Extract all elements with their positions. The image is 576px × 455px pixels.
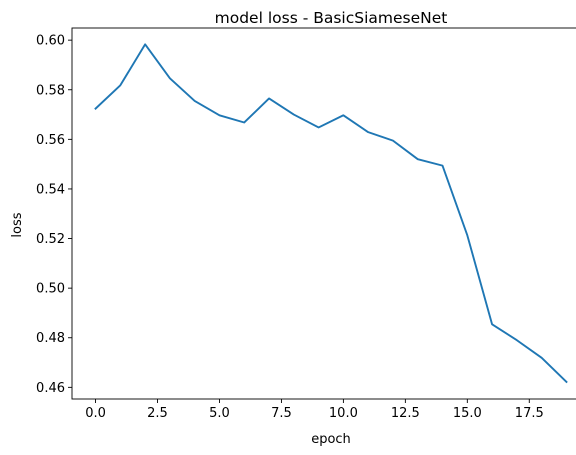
x-tick-label: 7.5 <box>271 406 292 421</box>
y-tick-label: 0.48 <box>36 331 65 346</box>
series-layer <box>94 43 568 384</box>
y-tick-label: 0.56 <box>36 133 65 148</box>
y-tick-label: 0.52 <box>36 232 65 247</box>
x-tick-label: 15.0 <box>453 406 482 421</box>
y-tick-label: 0.54 <box>36 182 65 197</box>
plot-frame <box>71 27 576 400</box>
y-tick-label: 0.50 <box>36 282 65 297</box>
y-axis-label: loss <box>10 212 25 237</box>
y-tick-label: 0.58 <box>36 83 65 98</box>
x-tick-label: 5.0 <box>209 406 230 421</box>
y-tick-label: 0.60 <box>36 34 65 49</box>
x-tick-label: 2.5 <box>147 406 168 421</box>
chart-title: model loss - BasicSiameseNet <box>215 9 448 27</box>
x-tick-label: 0.0 <box>85 406 106 421</box>
x-tick-label: 12.5 <box>391 406 420 421</box>
x-tick-label: 10.0 <box>329 406 358 421</box>
y-tick-label: 0.46 <box>36 381 65 396</box>
x-axis-label: epoch <box>311 432 351 447</box>
loss-series-line <box>94 43 568 384</box>
x-tick-label: 17.5 <box>515 406 544 421</box>
ticks-layer: 0.0 2.5 5.0 7.5 10.0 12.5 15.0 17.5 0.46 0.48 0.50… <box>36 34 544 421</box>
